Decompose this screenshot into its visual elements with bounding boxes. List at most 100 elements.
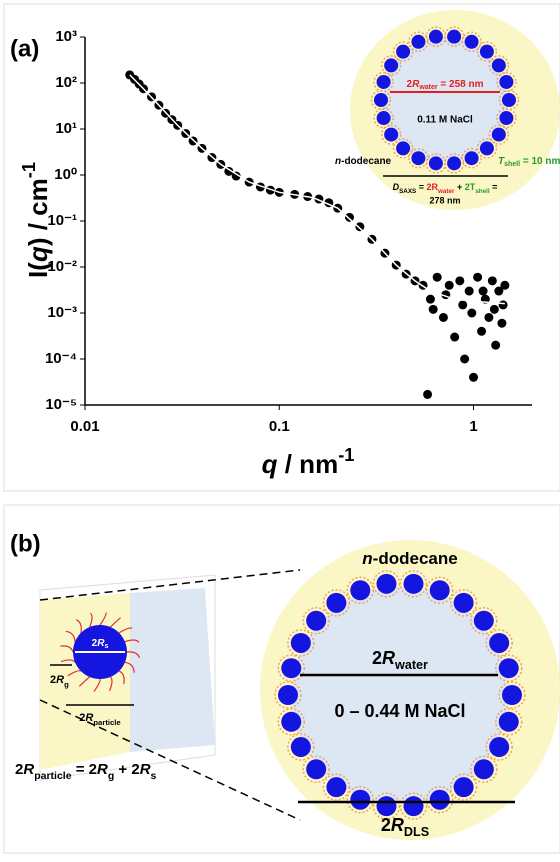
particle [464, 34, 479, 49]
particle-corona [488, 124, 510, 145]
panel-label: (a) [10, 35, 39, 62]
text-part: = 258 nm [438, 79, 484, 90]
chain [67, 670, 82, 677]
particle [473, 759, 494, 780]
text-part: R [23, 761, 34, 778]
particle [453, 777, 474, 798]
data-point [355, 222, 365, 232]
chain [124, 639, 140, 643]
text-part: D [393, 182, 400, 192]
y-tick-label: 10² [55, 74, 77, 91]
zoom-line [39, 569, 301, 601]
y-tick-label: 10⁻¹ [47, 212, 77, 229]
particle-corona [287, 629, 315, 657]
text-part: R [56, 674, 64, 686]
text-part: = 2 [72, 761, 97, 778]
y-tick-label: 10⁰ [54, 166, 77, 183]
text-part: 2 [372, 648, 382, 668]
y-tick-label: 10⁻² [47, 258, 77, 275]
particle [447, 156, 462, 171]
chain [99, 612, 107, 626]
text-part: s [151, 770, 157, 782]
particle [453, 592, 474, 613]
data-point [487, 276, 497, 286]
particle [403, 573, 424, 594]
chain [65, 630, 76, 642]
text-part: T [498, 156, 505, 167]
x-tick-label: 1 [469, 418, 477, 435]
particle-corona [399, 570, 428, 598]
text-part: R [382, 648, 395, 668]
particle-corona [373, 71, 394, 93]
particle [502, 93, 516, 107]
text-part: R [85, 712, 93, 724]
data-point [500, 280, 510, 290]
text-part: g [108, 770, 114, 782]
particle [350, 580, 371, 601]
data-point [469, 372, 479, 382]
text-part: 2 [381, 815, 391, 835]
particle [428, 156, 443, 171]
salt-label: 0.11 M NaCl [417, 115, 473, 126]
water-diameter: 2Rwater [372, 648, 428, 673]
x-axis-title-part: -1 [338, 445, 354, 465]
data-point [498, 300, 508, 310]
y-tick-label: 10³ [55, 28, 77, 45]
particle [498, 711, 519, 732]
particle-corona [488, 55, 510, 76]
particle [306, 759, 327, 780]
particle-corona [346, 785, 375, 814]
particle-corona [496, 107, 517, 129]
particle-corona [392, 138, 414, 159]
particle [473, 610, 494, 631]
particle-corona [425, 785, 454, 814]
particle [479, 141, 494, 156]
particle-corona [322, 773, 351, 801]
dsaxs-formula: DSAXS = 2Rwater + 2Tshell = [393, 182, 498, 195]
particle-corona [302, 606, 330, 635]
y-axis-title-part: I( [23, 262, 53, 278]
text-part: water [418, 84, 438, 91]
water-core [383, 38, 507, 162]
text-part: R [97, 638, 105, 649]
stabilizer-chains [60, 612, 141, 692]
text-part: R [140, 761, 151, 778]
solvent-label: n-dodecane [335, 156, 392, 167]
particle [376, 111, 391, 126]
text-part: -dodecane [373, 549, 458, 568]
particle [350, 789, 371, 810]
plot: 10⁻⁵ 10⁻⁴ 10⁻³ 10⁻² 10⁻¹ 10⁰ 10¹ 10² 10³ 0.01 0.1 1 [45, 28, 532, 435]
data-point [464, 286, 474, 296]
particle-corona [346, 576, 375, 605]
particle [502, 685, 522, 705]
shell-particles [274, 570, 526, 820]
particle [429, 580, 450, 601]
data-point [477, 326, 487, 336]
particle-corona [302, 755, 330, 784]
rs-label: 2Rs [92, 638, 109, 651]
y-tick-label: 10⁻⁴ [45, 350, 77, 367]
particle-corona [399, 792, 428, 820]
chain [60, 659, 76, 663]
panel-label: (b) [10, 530, 41, 557]
particle [464, 151, 479, 166]
particle [306, 610, 327, 631]
particle [447, 29, 462, 44]
particle-corona [380, 55, 402, 76]
particle-corona [476, 138, 498, 159]
data-point [484, 312, 494, 322]
chain [109, 617, 121, 628]
particle [326, 777, 347, 798]
water-diameter: 2Rwater = 258 nm [407, 79, 484, 92]
chain [124, 661, 135, 673]
particle-corona [392, 41, 414, 62]
data-point [231, 171, 241, 181]
text-part: 2 [15, 761, 23, 778]
dls-diameter: 2RDLS [381, 815, 429, 840]
particle [396, 44, 411, 59]
shell-label: Tshell = 10 nm [498, 156, 560, 169]
chain [109, 676, 113, 692]
schematic: 2Rs 2Rg 2Rparticle 2Rparticle = 2Rg + 2R… [15, 540, 560, 840]
y-axis-title: I(q) / cm-1 [19, 162, 53, 278]
particle-corona [277, 708, 306, 736]
